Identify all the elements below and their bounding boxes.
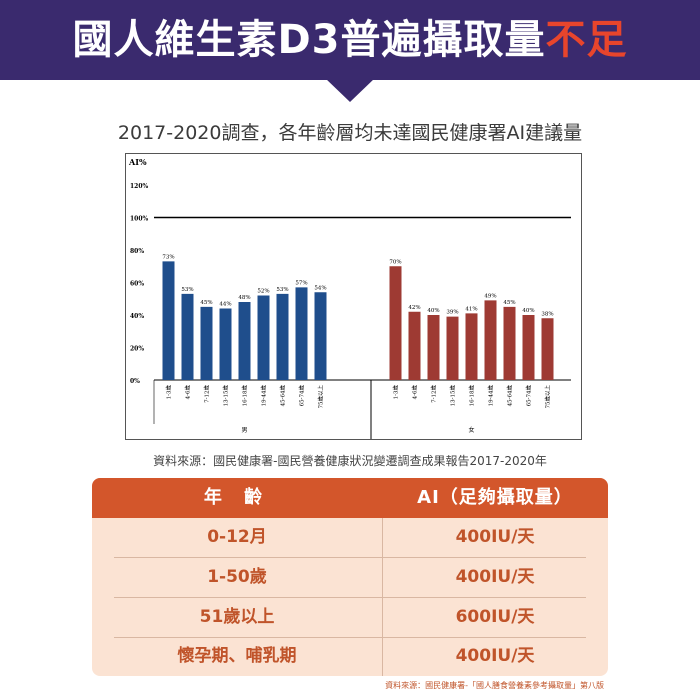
bar-value-label: 70% xyxy=(389,259,401,265)
y-tick-label: 120% xyxy=(130,183,149,190)
row-ai: 600IU/天 xyxy=(455,607,535,627)
x-tick-label: 16-18歲 xyxy=(468,385,476,407)
header-ai: AI（足夠攝取量） xyxy=(417,487,573,508)
bar xyxy=(465,313,478,380)
table-row: 1-50歲 400IU/天 xyxy=(92,558,608,597)
row-age: 1-50歲 xyxy=(207,567,267,587)
y-tick-label: 100% xyxy=(130,216,149,223)
bar-value-label: 42% xyxy=(408,305,420,311)
banner-title: 國人維生素D3普遍攝取量不足 xyxy=(0,0,700,80)
bar-value-label: 49% xyxy=(484,293,496,299)
x-tick-label: 7-12歲 xyxy=(203,385,211,403)
bar-value-label: 54% xyxy=(314,285,326,291)
row-ai: 400IU/天 xyxy=(455,527,535,547)
row-age: 0-12月 xyxy=(207,527,267,547)
row-divider xyxy=(114,637,586,638)
x-tick-label: 4-6歲 xyxy=(411,385,419,400)
row-age: 51歲以上 xyxy=(199,607,275,627)
row-divider xyxy=(114,597,586,598)
chart-source: 資料來源：國民健康署-國民營養健康狀況變遷調查成果報告2017-2020年 xyxy=(153,454,547,468)
y-tick-label: 0% xyxy=(130,378,140,385)
bar xyxy=(541,318,554,380)
table-header: 年 齡 AI（足夠攝取量） xyxy=(92,478,608,518)
bar xyxy=(389,266,402,380)
bar-value-label: 38% xyxy=(541,311,553,317)
y-tick-label: 20% xyxy=(130,346,144,353)
bar-value-label: 45% xyxy=(200,300,212,306)
bar-value-label: 48% xyxy=(238,295,250,301)
bar xyxy=(446,316,459,380)
bar-value-label: 44% xyxy=(219,302,231,308)
banner-title-main: 國人維生素D3普遍攝取量 xyxy=(72,17,546,63)
banner-notch xyxy=(325,78,375,102)
x-tick-label: 65-74歲 xyxy=(298,385,306,407)
x-tick-label: 4-6歲 xyxy=(184,385,192,400)
y-tick-label: 80% xyxy=(130,248,144,255)
bar xyxy=(522,315,535,380)
chart-subtitle: 2017-2020調查，各年齡層均未達國民健康署AI建議量 xyxy=(117,122,583,144)
table-footnote: 資料來源：國民健康署-「國人膳食營養素參考攝取量」第八版 xyxy=(385,681,604,690)
bar-value-label: 73% xyxy=(162,254,174,260)
bar-value-label: 40% xyxy=(427,308,439,314)
bar xyxy=(503,306,516,380)
row-ai: 400IU/天 xyxy=(455,567,535,587)
y-tick-label: 40% xyxy=(130,313,144,320)
y-axis-label: AI% xyxy=(128,157,147,167)
x-tick-label: 16-18歲 xyxy=(241,385,249,407)
x-tick-label: 13-15歲 xyxy=(449,385,457,407)
bar xyxy=(295,287,308,380)
x-tick-label: 13-15歲 xyxy=(222,385,230,407)
x-tick-label: 45-64歲 xyxy=(279,385,287,407)
bar xyxy=(427,315,440,380)
bar-value-label: 53% xyxy=(276,287,288,293)
table-row: 51歲以上 600IU/天 xyxy=(92,598,608,637)
bar-value-label: 57% xyxy=(295,280,307,286)
x-tick-label: 19-44歲 xyxy=(260,385,268,407)
vitamin-d-chart: AI% 0% 20% 40% 60% 80% 100% 120% 73% 1-3歲 53% 4-6歲 4… xyxy=(128,157,571,439)
bar-value-label: 52% xyxy=(257,289,269,295)
x-tick-label: 1-3歲 xyxy=(165,385,173,400)
x-tick-label: 75歲以上 xyxy=(317,385,325,409)
bar-value-label: 45% xyxy=(503,300,515,306)
table-row: 懷孕期、哺乳期 400IU/天 xyxy=(92,637,608,676)
x-tick-label: 1-3歲 xyxy=(392,385,400,400)
x-tick-label: 75歲以上 xyxy=(544,385,552,409)
group-label: 男 xyxy=(241,427,247,434)
chart-frame: AI% 0% 20% 40% 60% 80% 100% 120% 73% 1-3歲 53% 4-6歲 4… xyxy=(125,153,582,440)
ai-table: 年 齡 AI（足夠攝取量） 0-12月 400IU/天 1-50歲 400IU/… xyxy=(92,478,608,676)
x-tick-label: 7-12歲 xyxy=(430,385,438,403)
row-divider xyxy=(114,557,586,558)
bar xyxy=(276,293,289,380)
x-tick-label: 19-44歲 xyxy=(487,385,495,407)
bar xyxy=(200,306,213,380)
bar xyxy=(162,261,175,380)
bar xyxy=(257,295,270,380)
table-row: 0-12月 400IU/天 xyxy=(92,518,608,557)
bar-value-label: 40% xyxy=(522,308,534,314)
x-tick-label: 45-64歲 xyxy=(506,385,514,407)
bar xyxy=(219,308,232,380)
bar xyxy=(408,311,421,380)
bar xyxy=(314,292,327,380)
bar xyxy=(484,300,497,380)
row-ai: 400IU/天 xyxy=(455,646,535,666)
bar-value-label: 53% xyxy=(181,287,193,293)
title-banner xyxy=(0,0,700,80)
y-tick-label: 60% xyxy=(130,281,144,288)
group-label: 女 xyxy=(468,426,474,434)
header-age: 年 齡 xyxy=(203,487,271,508)
banner-title-accent: 不足 xyxy=(545,17,628,63)
bar xyxy=(238,302,251,380)
bar-value-label: 39% xyxy=(446,310,458,316)
bar-value-label: 41% xyxy=(465,306,477,312)
bar xyxy=(181,293,194,380)
x-tick-label: 65-74歲 xyxy=(525,385,533,407)
row-age: 懷孕期、哺乳期 xyxy=(177,646,297,666)
